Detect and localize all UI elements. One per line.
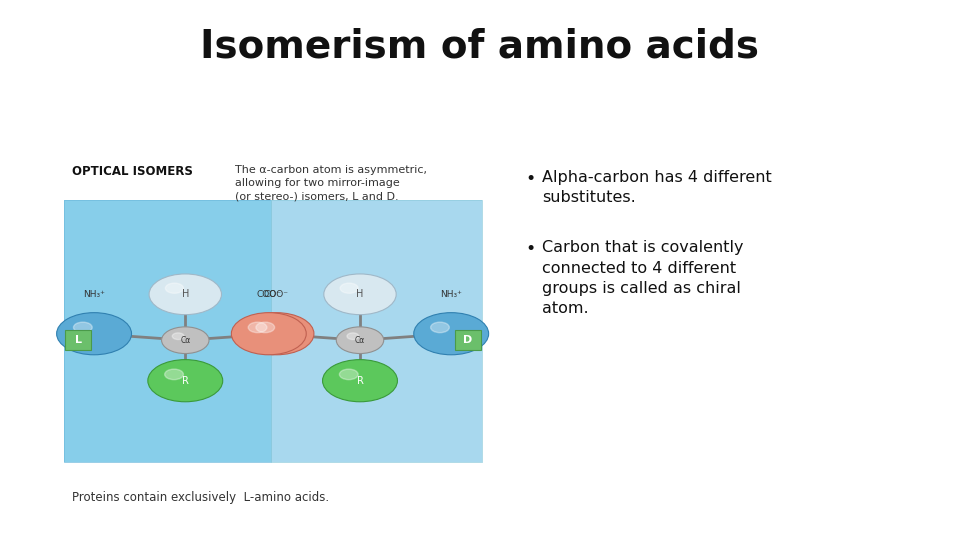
Circle shape	[74, 322, 92, 333]
FancyBboxPatch shape	[455, 330, 481, 350]
Text: R: R	[356, 376, 364, 386]
FancyBboxPatch shape	[271, 200, 482, 462]
Circle shape	[161, 327, 209, 354]
Text: R: R	[181, 376, 189, 386]
Text: NH₃⁺: NH₃⁺	[84, 290, 105, 299]
Text: H: H	[356, 289, 364, 299]
Text: Carbon that is covalently
connected to 4 different
groups is called as chiral
at: Carbon that is covalently connected to 4…	[542, 240, 744, 316]
Circle shape	[340, 369, 358, 380]
Text: L: L	[75, 335, 82, 345]
Circle shape	[336, 327, 384, 354]
Text: •: •	[525, 170, 536, 188]
Text: D: D	[464, 335, 472, 345]
Text: Proteins contain exclusively  L-amino acids.: Proteins contain exclusively L-amino aci…	[72, 491, 329, 504]
Text: The α-carbon atom is asymmetric,
allowing for two mirror-image
(or stereo-) isom: The α-carbon atom is asymmetric, allowin…	[235, 165, 427, 201]
Circle shape	[57, 313, 132, 355]
Text: H: H	[181, 289, 189, 299]
Text: •: •	[525, 240, 536, 258]
Circle shape	[172, 333, 184, 340]
Circle shape	[149, 274, 222, 315]
Circle shape	[323, 360, 397, 402]
Text: OPTICAL ISOMERS: OPTICAL ISOMERS	[72, 165, 193, 178]
Text: NH₃⁺: NH₃⁺	[441, 290, 462, 299]
Circle shape	[256, 322, 275, 333]
FancyBboxPatch shape	[65, 330, 91, 350]
Text: Cα: Cα	[355, 336, 365, 345]
Circle shape	[340, 283, 358, 293]
Circle shape	[249, 322, 267, 333]
Text: Isomerism of amino acids: Isomerism of amino acids	[201, 27, 759, 65]
Circle shape	[347, 333, 359, 340]
Text: Alpha-carbon has 4 different
substitutes.: Alpha-carbon has 4 different substitutes…	[542, 170, 772, 206]
Circle shape	[165, 283, 183, 293]
Text: COO⁻: COO⁻	[264, 290, 289, 299]
Circle shape	[414, 313, 489, 355]
Circle shape	[431, 322, 449, 333]
Circle shape	[324, 274, 396, 315]
Circle shape	[231, 313, 306, 355]
Circle shape	[239, 313, 314, 355]
Circle shape	[148, 360, 223, 402]
Circle shape	[165, 369, 183, 380]
Text: Cα: Cα	[180, 336, 190, 345]
Text: COO⁻: COO⁻	[256, 290, 281, 299]
FancyBboxPatch shape	[64, 200, 271, 462]
